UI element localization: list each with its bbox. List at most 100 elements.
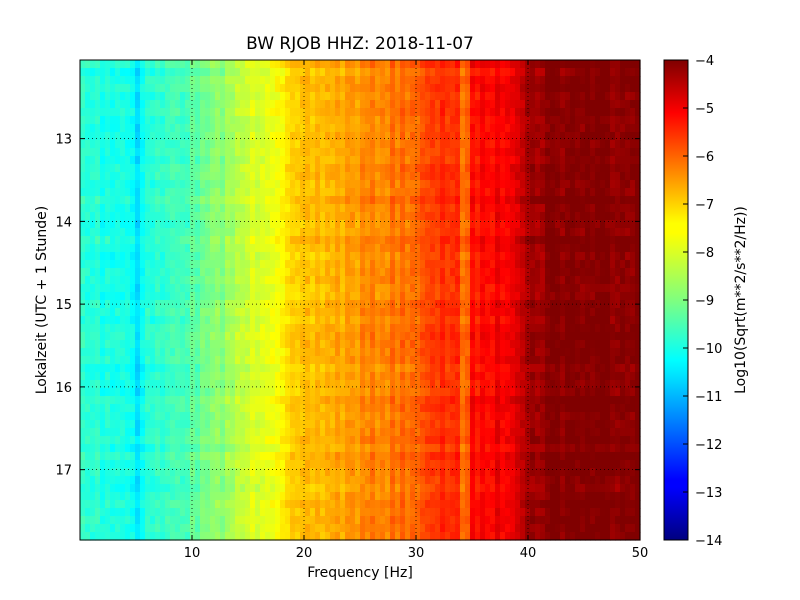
heatmap-cell	[405, 396, 411, 405]
heatmap-cell	[430, 76, 436, 85]
heatmap-cell	[285, 388, 291, 397]
heatmap-cell	[400, 260, 406, 269]
heatmap-cell	[380, 340, 386, 349]
heatmap-cell	[420, 116, 426, 125]
heatmap-cell	[340, 220, 346, 229]
heatmap-cell	[320, 412, 326, 421]
heatmap-cell	[340, 140, 346, 149]
heatmap-cell	[595, 284, 601, 293]
heatmap-cell	[350, 204, 356, 213]
heatmap-cell	[580, 100, 586, 109]
heatmap-cell	[535, 324, 541, 333]
heatmap-cell	[160, 156, 166, 165]
heatmap-cell	[290, 340, 296, 349]
heatmap-cell	[550, 92, 556, 101]
heatmap-cell	[225, 276, 231, 285]
heatmap-cell	[560, 124, 566, 133]
heatmap-cell	[580, 60, 586, 69]
heatmap-cell	[165, 356, 171, 365]
heatmap-cell	[605, 276, 611, 285]
heatmap-cell	[510, 212, 516, 221]
heatmap-cell	[100, 396, 106, 405]
heatmap-cell	[455, 84, 461, 93]
heatmap-cell	[325, 148, 331, 157]
heatmap-cell	[270, 244, 276, 253]
heatmap-cell	[320, 396, 326, 405]
heatmap-cell	[125, 380, 131, 389]
heatmap-cell	[265, 308, 271, 317]
heatmap-cell	[235, 196, 241, 205]
heatmap-cell	[415, 308, 421, 317]
heatmap-cell	[315, 348, 321, 357]
heatmap-cell	[150, 108, 156, 117]
heatmap-cell	[210, 260, 216, 269]
heatmap-cell	[380, 252, 386, 261]
heatmap-cell	[400, 76, 406, 85]
heatmap-cell	[355, 68, 361, 77]
heatmap-cell	[470, 388, 476, 397]
heatmap-cell	[85, 316, 91, 325]
heatmap-cell	[465, 204, 471, 213]
heatmap-cell	[165, 348, 171, 357]
heatmap-cell	[220, 348, 226, 357]
heatmap-cell	[395, 196, 401, 205]
heatmap-cell	[505, 164, 511, 173]
heatmap-cell	[290, 116, 296, 125]
heatmap-cell	[120, 380, 126, 389]
heatmap-cell	[400, 380, 406, 389]
heatmap-cell	[295, 68, 301, 77]
heatmap-cell	[440, 244, 446, 253]
heatmap-cell	[560, 204, 566, 213]
heatmap-cell	[330, 236, 336, 245]
heatmap-cell	[505, 236, 511, 245]
heatmap-cell	[100, 324, 106, 333]
heatmap-cell	[595, 92, 601, 101]
heatmap-cell	[565, 276, 571, 285]
heatmap-cell	[550, 292, 556, 301]
heatmap-cell	[375, 156, 381, 165]
heatmap-cell	[480, 324, 486, 333]
heatmap-cell	[425, 372, 431, 381]
heatmap-cell	[80, 276, 86, 285]
heatmap-cell	[520, 300, 526, 309]
heatmap-cell	[400, 284, 406, 293]
heatmap-cell	[285, 180, 291, 189]
heatmap-cell	[620, 164, 626, 173]
heatmap-cell	[100, 188, 106, 197]
heatmap-cell	[365, 356, 371, 365]
heatmap-cell	[445, 212, 451, 221]
heatmap-cell	[360, 220, 366, 229]
heatmap-cell	[245, 324, 251, 333]
heatmap-cell	[425, 204, 431, 213]
heatmap-cell	[375, 196, 381, 205]
heatmap-cell	[160, 228, 166, 237]
heatmap-cell	[130, 372, 136, 381]
heatmap-cell	[240, 212, 246, 221]
heatmap-cell	[330, 140, 336, 149]
heatmap-cell	[260, 140, 266, 149]
heatmap-cell	[385, 268, 391, 277]
heatmap-cell	[630, 204, 636, 213]
heatmap-cell	[200, 316, 206, 325]
heatmap-cell	[180, 348, 186, 357]
heatmap-cell	[540, 236, 546, 245]
heatmap-cell	[545, 364, 551, 373]
heatmap-cell	[370, 132, 376, 141]
heatmap-cell	[570, 212, 576, 221]
heatmap-cell	[225, 84, 231, 93]
heatmap-cell	[105, 412, 111, 421]
heatmap-cell	[560, 372, 566, 381]
heatmap-cell	[210, 412, 216, 421]
heatmap-cell	[580, 132, 586, 141]
heatmap-cell	[580, 92, 586, 101]
heatmap-cell	[485, 156, 491, 165]
heatmap-cell	[605, 260, 611, 269]
heatmap-cell	[430, 164, 436, 173]
heatmap-cell	[180, 116, 186, 125]
heatmap-cell	[450, 108, 456, 117]
heatmap-cell	[560, 348, 566, 357]
heatmap-cell	[440, 340, 446, 349]
heatmap-cell	[490, 276, 496, 285]
heatmap-cell	[310, 404, 316, 413]
heatmap-cell	[380, 180, 386, 189]
